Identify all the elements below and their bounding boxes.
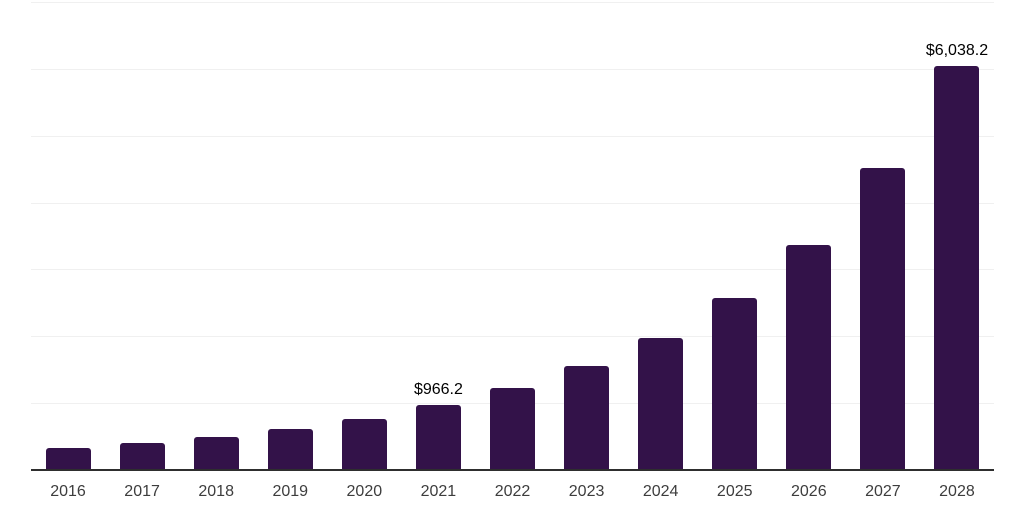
bar-2018 <box>193 436 239 470</box>
x-tick-label: 2026 <box>791 483 827 500</box>
bar-2017 <box>119 442 165 470</box>
bar-2022 <box>490 387 535 470</box>
gridline <box>31 2 994 3</box>
x-tick-label: 2017 <box>124 483 160 500</box>
bar-2024 <box>638 337 684 470</box>
bar-2023 <box>564 366 610 470</box>
x-tick-label: 2027 <box>865 483 901 500</box>
gridline <box>31 68 994 70</box>
bar-2025 <box>712 298 758 470</box>
gridline <box>31 135 994 137</box>
data-label-2028: $6,038.2 <box>925 42 989 60</box>
x-tick-label: 2025 <box>716 483 753 500</box>
bar-2019 <box>267 429 313 470</box>
x-tick-label: 2022 <box>494 483 531 500</box>
x-tick-label: 2023 <box>568 483 605 500</box>
x-tick-label: 2028 <box>939 483 975 500</box>
bar-2027 <box>860 168 906 470</box>
x-tick-label: 2024 <box>642 483 679 500</box>
gridline <box>31 269 994 271</box>
bar-2028 <box>934 66 980 470</box>
x-axis-line <box>31 469 994 471</box>
gridline <box>31 202 994 204</box>
x-tick-label: 2021 <box>420 483 457 500</box>
x-tick-label: 2018 <box>198 483 234 500</box>
bar-2026 <box>786 245 832 470</box>
x-tick-label: 2020 <box>346 483 383 500</box>
data-label-2021: $966.2 <box>413 381 463 399</box>
bar-2020 <box>341 418 387 470</box>
x-tick-label: 2019 <box>272 483 309 500</box>
gridline <box>31 336 994 338</box>
x-tick-label: 2016 <box>50 483 86 500</box>
bar-2016 <box>45 447 91 470</box>
bar-2021 <box>415 405 461 470</box>
